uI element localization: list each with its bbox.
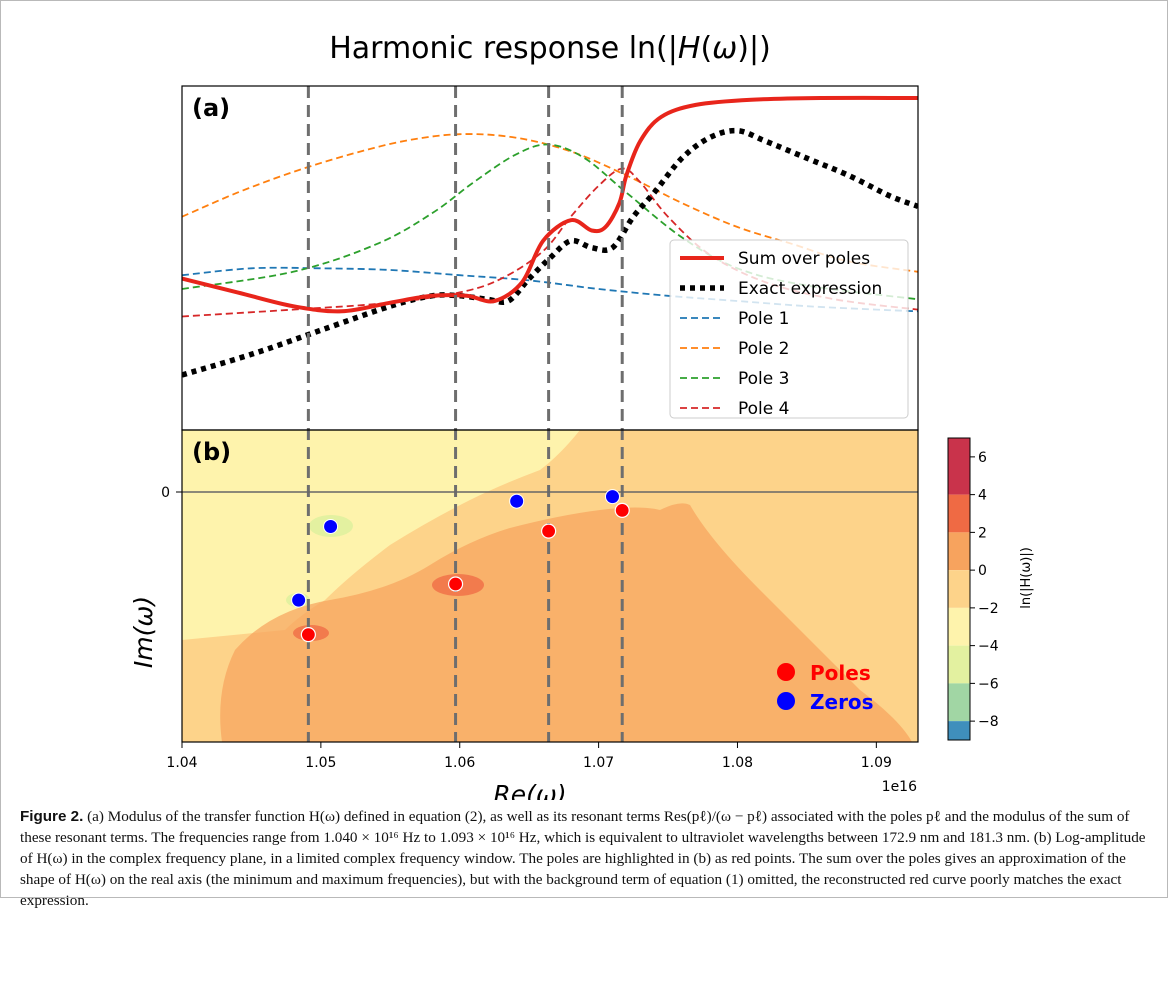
x-tick-label-5: 1.08 [722, 755, 753, 771]
pole-marker-2 [447, 576, 464, 592]
zero-marker-2 [323, 519, 339, 534]
legend-label-2: Exact expression [738, 279, 882, 299]
colorbar-tick-label-3: 2 [978, 525, 987, 541]
x-tick-label-2: 1.05 [305, 755, 336, 771]
colorbar-band-2 [948, 494, 970, 533]
marker-key: Poles Zeros [777, 661, 874, 714]
colorbar-band-3 [948, 532, 970, 571]
x-tick-label-4: 1.07 [583, 755, 614, 771]
chart-title: Harmonic response ln(|H(ω)|) [329, 31, 771, 66]
legend-label-6: Pole 4 [738, 399, 789, 419]
colorbar-frame [947, 437, 971, 741]
x-tick-label-1: 1.04 [166, 755, 197, 771]
colorbar-tick-label-4: 0 [978, 563, 987, 579]
x-offset-label: 1e16 [882, 779, 917, 795]
zero-marker-4 [604, 489, 620, 505]
x-axis-label: Re(ω) [493, 780, 566, 800]
y-tick-label: 0 [161, 485, 170, 501]
colorbar-band-8 [948, 721, 970, 740]
panel-b-frame [181, 429, 919, 743]
colorbar-label: ln(|H(ω)|) [1019, 547, 1034, 609]
figure-canvas: Harmonic response ln(|H(ω)|) (a) (b) Sum… [129, 31, 1034, 800]
zeros-key-dot [777, 692, 795, 710]
colorbar-band-5 [948, 607, 970, 646]
colorbar-tick-label-7: −6 [978, 676, 999, 692]
x-tick-label-6: 1.09 [861, 755, 892, 771]
pole-marker-4 [614, 502, 630, 518]
series-line-pole-1 [182, 266, 918, 313]
legend: Sum over poles Exact expression Pole 1 Pole… [669, 239, 909, 419]
x-ticks: 1.04 1.05 1.06 1.07 1.08 1.09 [166, 742, 892, 771]
contour-level-neg4-neg2 [182, 430, 580, 640]
colorbar-band-6 [948, 645, 970, 684]
x-tick-label-3: 1.06 [444, 755, 475, 771]
zero-marker-3 [509, 493, 525, 509]
colorbar-tick-label-8: −8 [978, 714, 999, 730]
colorbar-tick-label-2: 4 [978, 488, 987, 504]
legend-label-5: Pole 3 [738, 369, 789, 389]
colorbar-tick-label-1: 6 [978, 450, 987, 466]
colorbar-tick-label-6: −4 [978, 639, 999, 655]
pole-zero-markers [291, 489, 630, 643]
poles-key-dot [777, 663, 795, 681]
y-axis-label: Im(ω) [129, 596, 158, 668]
figure-caption: Figure 2. (a) Modulus of the transfer fu… [20, 806, 1150, 911]
legend-label-3: Pole 1 [738, 309, 789, 329]
zero-marker-1 [291, 592, 307, 608]
colorbar-band-7 [948, 683, 970, 722]
caption-text: (a) Modulus of the transfer function H(ω… [20, 808, 1146, 909]
figure-frame [0, 0, 1168, 898]
colorbar: 6 4 2 0 −2 −4 −6 −8 [947, 437, 999, 741]
colorbar-tick-label-5: −2 [978, 601, 999, 617]
pole-marker-1 [300, 626, 316, 643]
legend-label-1: Sum over poles [738, 249, 870, 269]
series-line-sum-over-poles [182, 95, 918, 314]
pole-marker-3 [541, 523, 557, 539]
panel-b-label: (b) [192, 438, 231, 466]
legend-box [669, 239, 909, 419]
legend-label-4: Pole 2 [738, 339, 789, 359]
y-ticks: 0 [161, 485, 182, 501]
contour-level-0-2 [220, 503, 912, 742]
poles-key-label: Poles [810, 661, 871, 685]
zeros-key-label: Zeros [810, 690, 874, 714]
contour-map [182, 430, 918, 742]
caption-label: Figure 2. [20, 808, 84, 825]
panel-a-label: (a) [192, 94, 230, 122]
colorbar-band-1 [948, 438, 970, 495]
series-line-pole-4 [182, 167, 918, 318]
colorbar-band-4 [948, 570, 970, 608]
resonance-lines [306, 86, 624, 742]
